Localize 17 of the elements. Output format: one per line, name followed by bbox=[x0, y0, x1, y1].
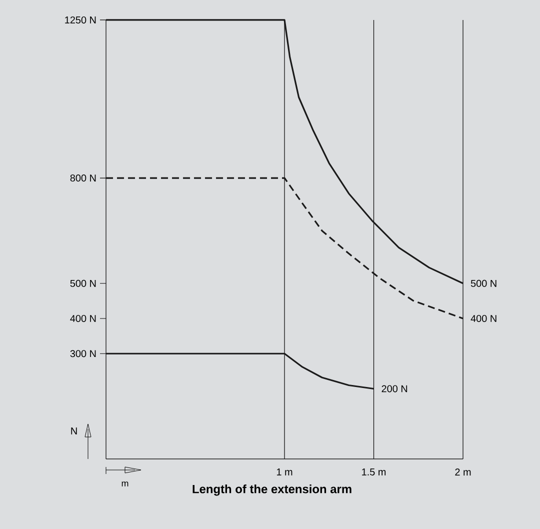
data-label: 500 N bbox=[470, 280, 496, 287]
x-axis-title: Length of the extension arm bbox=[192, 484, 352, 496]
line-series bbox=[105, 19, 464, 284]
line-series bbox=[105, 177, 464, 320]
y-axis-title: N bbox=[71, 428, 77, 434]
data-label: 200 N bbox=[382, 385, 408, 392]
y-tick-label: 1250 N bbox=[65, 16, 96, 24]
y-tick-label: 800 N bbox=[70, 174, 96, 182]
x-tick-label: 1 m bbox=[276, 468, 292, 476]
y-tick-label: 400 N bbox=[70, 314, 96, 322]
text: m bbox=[122, 482, 128, 486]
y-tick-label: 500 N bbox=[70, 280, 96, 287]
x-tick-label: 1.5 m bbox=[362, 468, 386, 476]
y-tick-label: 300 N bbox=[70, 350, 96, 358]
line-series bbox=[105, 352, 375, 390]
data-label: 400 N bbox=[470, 314, 496, 322]
x-tick-label: 2 m bbox=[455, 468, 471, 476]
